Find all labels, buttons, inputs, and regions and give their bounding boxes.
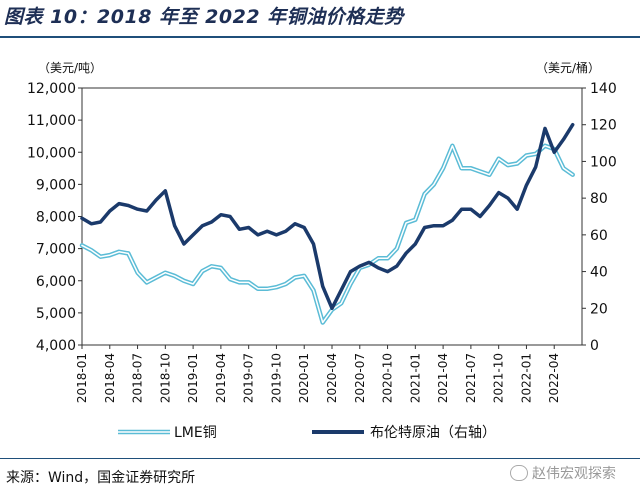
x-tick-label: 2018-01 <box>75 353 89 403</box>
right-tick-label: 100 <box>590 154 617 170</box>
left-tick-label: 6,000 <box>36 274 76 290</box>
right-tick-label: 80 <box>590 191 608 207</box>
x-tick-label: 2021-10 <box>492 353 506 403</box>
x-tick-label: 2022-01 <box>519 353 533 403</box>
x-tick-label: 2021-04 <box>436 353 450 403</box>
right-tick-label: 40 <box>590 265 608 281</box>
x-tick-label: 2021-01 <box>408 353 422 403</box>
watermark: 赵伟宏观探索 <box>510 463 616 483</box>
series-line-brent <box>80 122 575 311</box>
x-tick-label: 2019-04 <box>214 353 228 403</box>
right-axis-unit: （美元/桶） <box>536 60 600 75</box>
x-tick-label: 2020-07 <box>353 353 367 403</box>
right-tick-label: 140 <box>590 81 617 97</box>
left-tick-label: 8,000 <box>36 210 76 226</box>
left-tick-label: 11,000 <box>27 113 76 129</box>
watermark-text: 赵伟宏观探索 <box>532 466 616 482</box>
legend-label-copper: LME铜 <box>174 425 217 441</box>
x-tick-label: 2020-04 <box>325 353 339 403</box>
right-tick-label: 120 <box>590 118 617 134</box>
source-divider <box>0 458 640 459</box>
left-tick-label: 4,000 <box>36 338 76 354</box>
left-tick-label: 7,000 <box>36 242 76 258</box>
x-tick-label: 2019-10 <box>269 353 283 403</box>
left-tick-label: 10,000 <box>27 145 76 161</box>
right-tick-label: 60 <box>590 228 608 244</box>
wechat-icon <box>510 465 528 481</box>
right-tick-label: 20 <box>590 301 608 317</box>
x-tick-label: 2020-10 <box>381 353 395 403</box>
x-tick-label: 2018-04 <box>103 353 117 403</box>
left-tick-label: 12,000 <box>27 81 76 97</box>
figure-title: 图表 10：2018 年至 2022 年铜油价格走势 <box>4 6 404 28</box>
left-tick-label: 9,000 <box>36 177 76 193</box>
title-divider <box>0 36 640 38</box>
legend-label-brent: 布伦特原油（右轴） <box>370 425 496 441</box>
left-axis-unit: （美元/吨） <box>38 61 102 75</box>
right-tick-label: 0 <box>590 338 599 354</box>
left-tick-label: 5,000 <box>36 306 76 322</box>
source-note: 来源：Wind，国金证券研究所 <box>6 470 196 486</box>
series-line-copper-inner <box>81 145 574 324</box>
x-tick-label: 2021-07 <box>464 353 478 403</box>
x-tick-label: 2022-04 <box>547 353 561 403</box>
x-tick-label: 2018-10 <box>158 353 172 403</box>
x-tick-label: 2019-07 <box>242 353 256 403</box>
x-tick-label: 2019-01 <box>186 353 200 403</box>
x-tick-label: 2020-01 <box>297 353 311 403</box>
x-tick-label: 2018-07 <box>131 353 145 403</box>
